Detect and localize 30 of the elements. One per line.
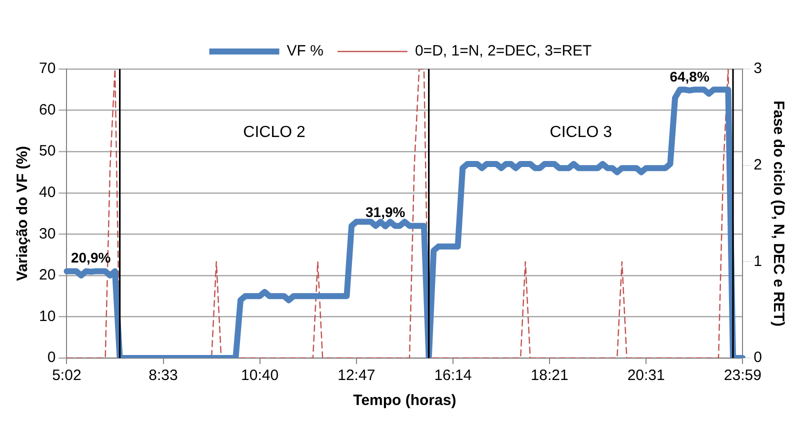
x-tick-label: 20:31 (627, 367, 665, 384)
y-axis-title: Variação do VF (%) (14, 146, 32, 282)
x-tick-label: 12:47 (338, 367, 376, 384)
annotation: CICLO 3 (550, 124, 612, 141)
y2-tick-label: 0 (754, 349, 762, 366)
y-tick-label: 60 (38, 101, 56, 118)
annotation: CICLO 2 (243, 124, 306, 141)
x-tick-label: 5:02 (52, 367, 82, 384)
data-label: 64,8% (670, 68, 710, 84)
data-label: 20,9% (70, 250, 112, 266)
x-tick-label: 8:33 (148, 367, 178, 384)
x-tick-label: 18:21 (530, 367, 568, 384)
data-label: 31,9% (366, 204, 406, 220)
legend-label: 0=D, 1=N, 2=DEC, 3=RET (414, 42, 592, 60)
y-tick-label: 50 (38, 142, 56, 160)
y-tick-label: 0 (47, 349, 56, 366)
y2-tick-label: 3 (754, 60, 762, 78)
x-tick-label: 10:40 (241, 367, 279, 384)
x-tick-label: 16:14 (434, 367, 472, 384)
x-tick-label: 23:59 (724, 367, 762, 384)
y2-tick-label: 2 (754, 156, 762, 174)
y-tick-label: 70 (38, 60, 56, 78)
x-axis-title: Tempo (horas) (353, 392, 456, 410)
y2-tick-label: 1 (754, 252, 762, 270)
y2-axis-title: Fase do ciclo (D, N, DEC e RET) (770, 100, 787, 326)
legend-label: VF % (286, 42, 324, 60)
y-tick-label: 40 (38, 184, 56, 201)
y-tick-label: 30 (38, 225, 56, 242)
y-tick-label: 10 (38, 308, 56, 325)
y-tick-label: 20 (38, 266, 56, 284)
